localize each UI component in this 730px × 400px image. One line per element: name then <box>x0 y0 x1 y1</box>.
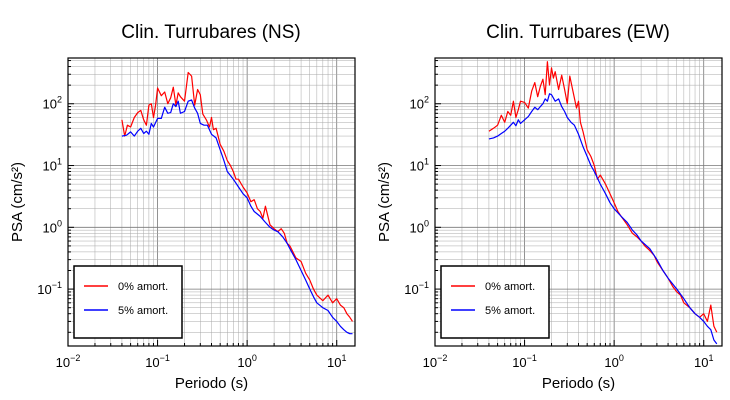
x-tick-label: 10−2 <box>56 353 81 370</box>
x-tick-label: 101 <box>694 353 713 370</box>
y-tick-label: 101 <box>410 157 429 174</box>
x-axis-label: Periodo (s) <box>542 375 615 392</box>
tick-marks <box>67 60 338 346</box>
y-tick-label: 102 <box>43 95 62 112</box>
legend-entry-1: 5% amort. <box>485 305 535 317</box>
x-tick-label: 10−2 <box>423 353 448 370</box>
y-tick-label: 101 <box>43 157 62 174</box>
y-tick-label: 102 <box>410 95 429 112</box>
legend: 0% amort. 5% amort. <box>73 265 183 339</box>
legend-entry-1: 5% amort. <box>118 305 168 317</box>
legend-box <box>440 265 550 339</box>
chart-ns: Clin. Turrubares (NS) 10−2 10−1 100 101 … <box>9 22 356 392</box>
chart-ew: Clin. Turrubares (EW) 10−2 10−1 100 101 … <box>376 22 723 392</box>
x-tick-label: 100 <box>237 353 256 370</box>
tick-marks <box>434 60 705 346</box>
legend: 0% amort. 5% amort. <box>440 265 550 339</box>
x-tick-label: 100 <box>604 353 623 370</box>
chart-title: Clin. Turrubares (NS) <box>121 22 301 43</box>
y-tick-label: 100 <box>43 218 62 235</box>
x-tick-label: 10−1 <box>512 353 537 370</box>
grid <box>67 58 355 346</box>
x-tick-label: 101 <box>327 353 346 370</box>
legend-box <box>73 265 183 339</box>
series-group <box>488 61 718 345</box>
x-axis-label: Periodo (s) <box>175 375 248 392</box>
chart-title: Clin. Turrubares (EW) <box>486 22 670 43</box>
legend-entry-0: 0% amort. <box>118 281 168 293</box>
y-axis-label: PSA (cm/s²) <box>376 162 393 242</box>
legend-entry-0: 0% amort. <box>485 281 535 293</box>
y-tick-label: 100 <box>410 218 429 235</box>
series-line-1 <box>488 93 718 345</box>
x-tick-label: 10−1 <box>145 353 170 370</box>
y-axis-label: PSA (cm/s²) <box>9 162 26 242</box>
series-line-0 <box>121 71 354 322</box>
series-line-0 <box>488 61 718 333</box>
y-tick-label: 10−1 <box>404 280 429 297</box>
series-group <box>121 71 354 335</box>
series-line-1 <box>121 99 353 335</box>
y-tick-label: 10−1 <box>37 280 62 297</box>
